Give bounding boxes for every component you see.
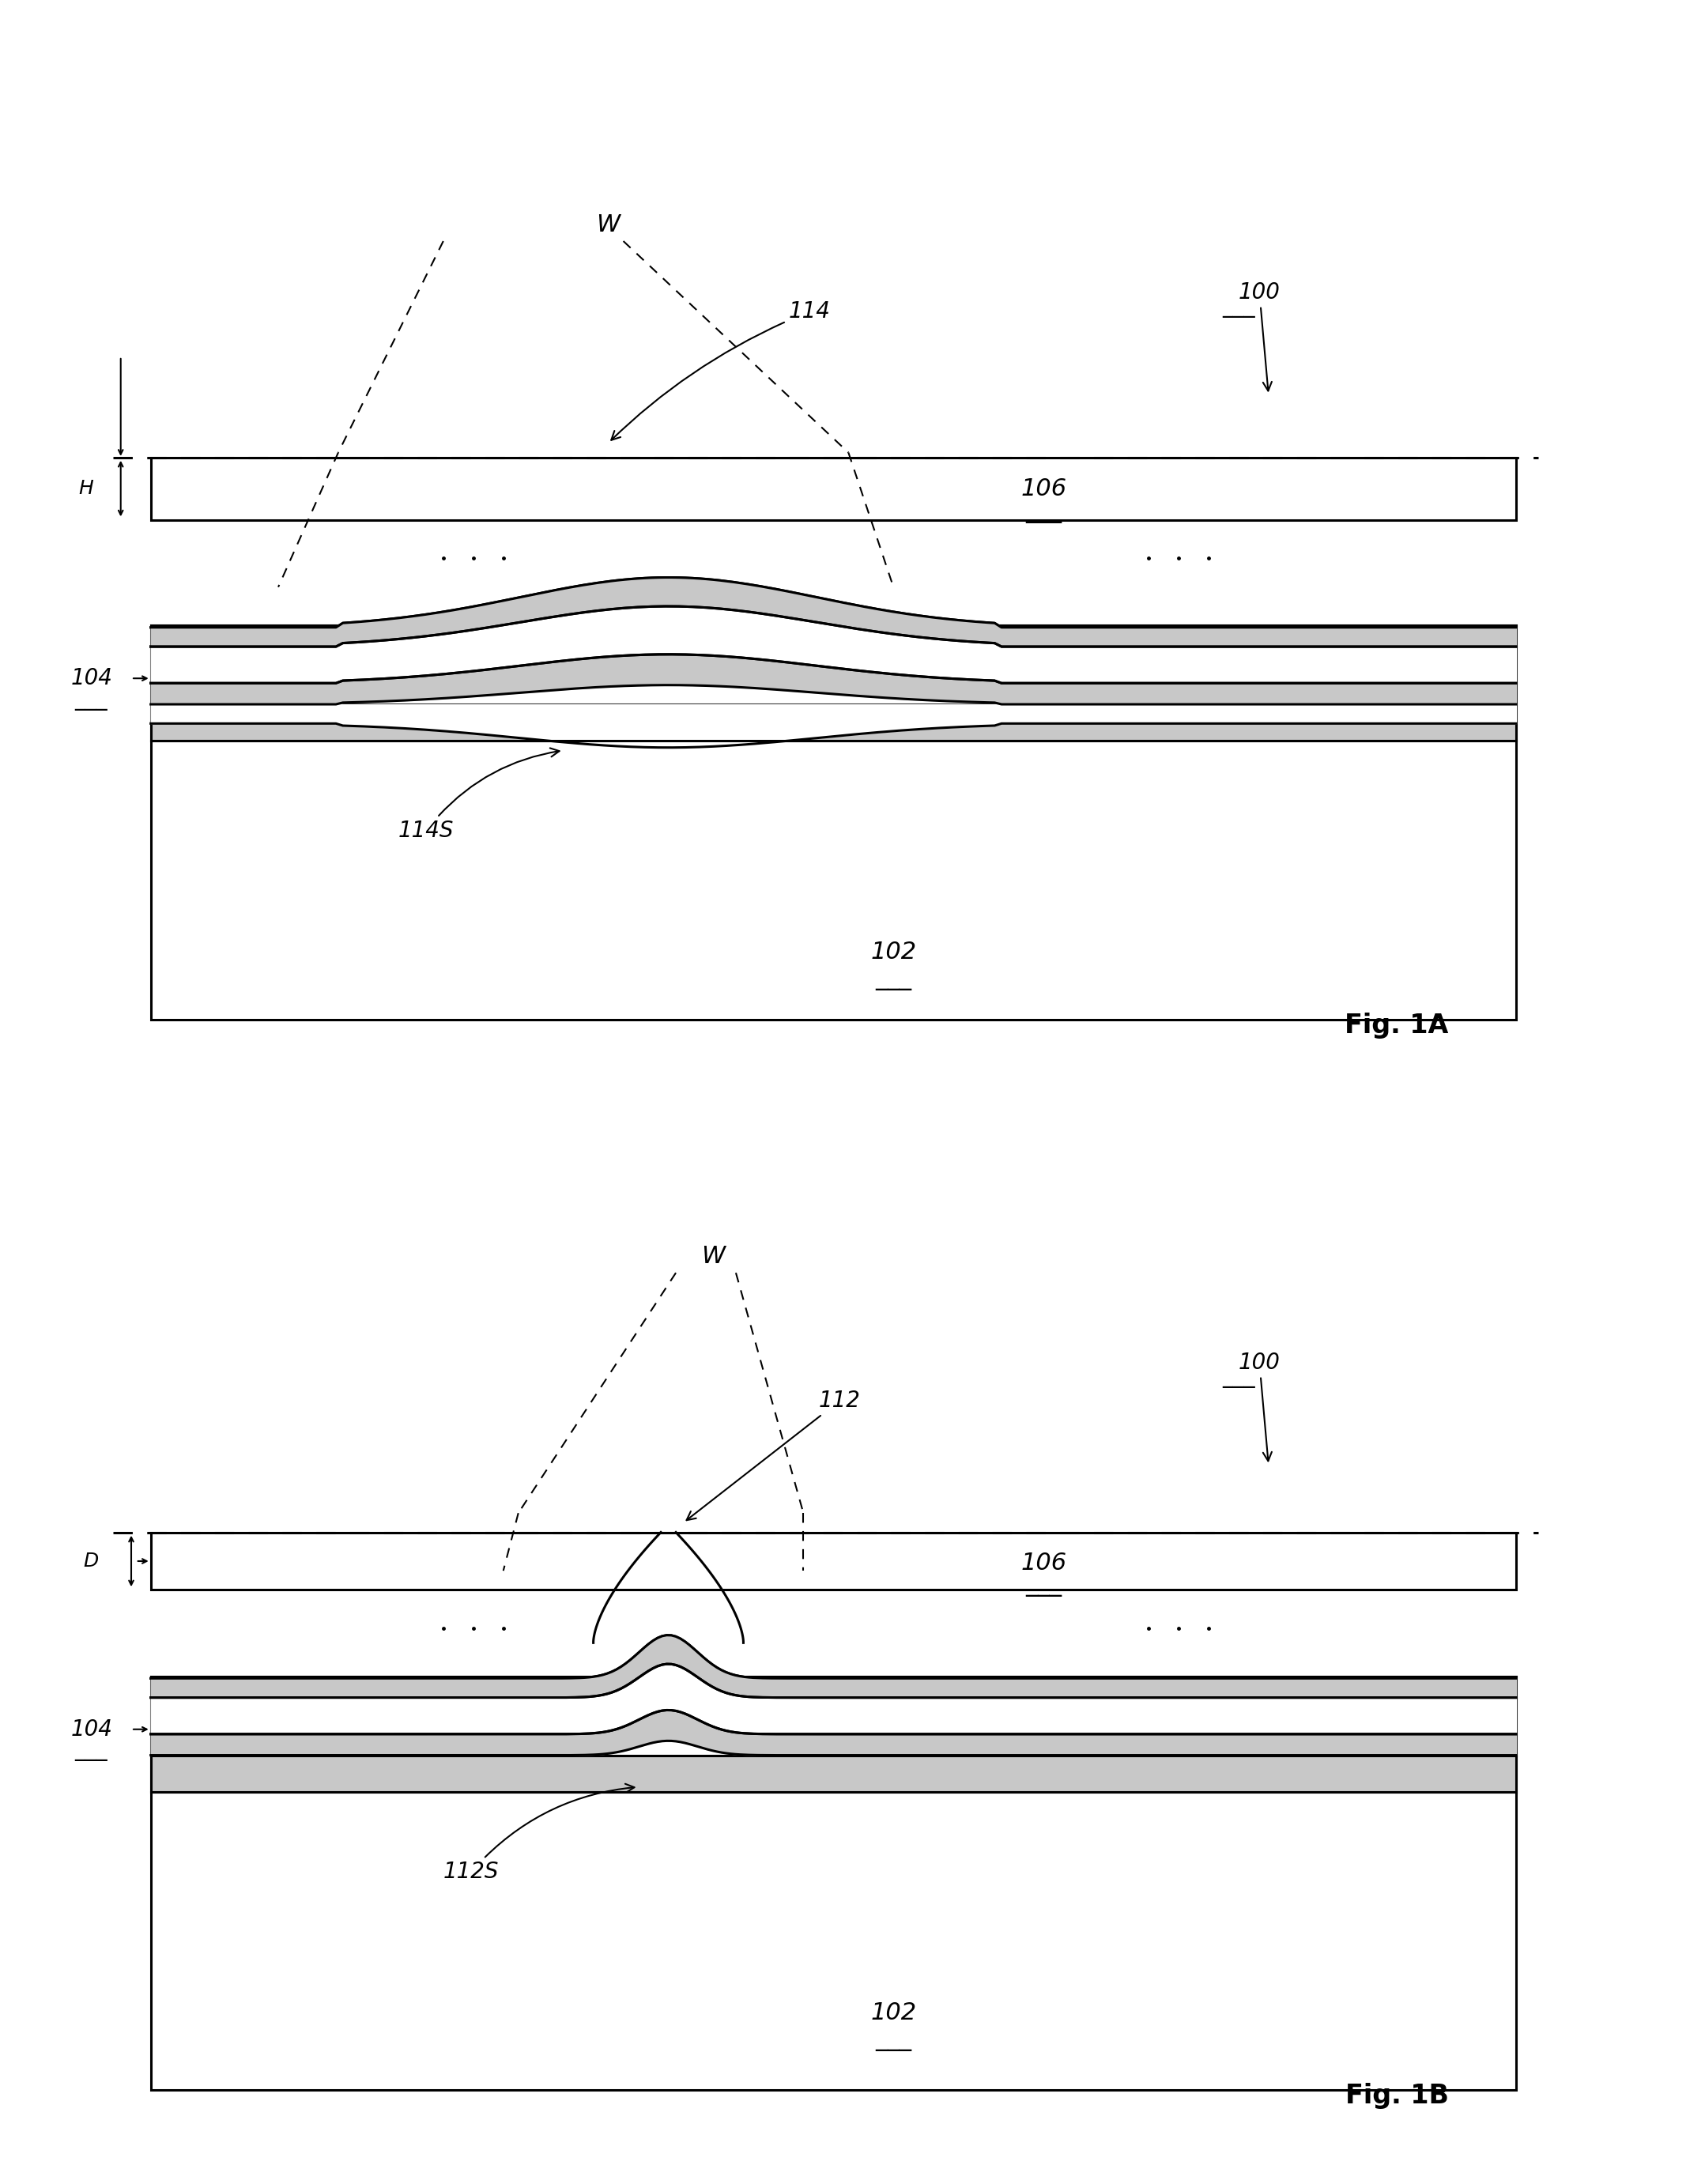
FancyBboxPatch shape [150, 1734, 1516, 1756]
FancyBboxPatch shape [150, 684, 1516, 703]
Text: W: W [701, 1245, 725, 1269]
Text: ___: ___ [1025, 500, 1062, 524]
FancyBboxPatch shape [150, 1533, 1516, 1590]
FancyBboxPatch shape [150, 1697, 1516, 1734]
Text: 104: 104 [72, 1719, 113, 1741]
FancyBboxPatch shape [150, 721, 1516, 1020]
Text: ___: ___ [1025, 1575, 1062, 1597]
FancyBboxPatch shape [150, 1756, 1516, 1791]
Text: ___: ___ [875, 2029, 912, 2051]
Text: 102: 102 [871, 2001, 916, 2025]
Text: 100: 100 [1238, 1352, 1280, 1461]
Text: ___: ___ [1222, 295, 1255, 317]
FancyBboxPatch shape [150, 1677, 1516, 1697]
Text: ___: ___ [75, 688, 107, 710]
Text: 106: 106 [1021, 1551, 1066, 1575]
FancyBboxPatch shape [150, 625, 1516, 646]
Text: 106: 106 [1021, 478, 1066, 500]
FancyBboxPatch shape [150, 646, 1516, 684]
Text: 102: 102 [871, 941, 916, 963]
Text: ___: ___ [875, 968, 912, 992]
Text: 104: 104 [72, 668, 113, 690]
FancyBboxPatch shape [150, 703, 1516, 740]
Text: 112S: 112S [443, 1784, 634, 1883]
FancyBboxPatch shape [150, 456, 1516, 520]
Text: ___: ___ [1222, 1365, 1255, 1387]
Text: W: W [597, 214, 621, 236]
Text: Fig. 1A: Fig. 1A [1345, 1013, 1449, 1040]
Text: 114: 114 [610, 301, 830, 441]
Text: 114S: 114S [399, 749, 559, 841]
FancyBboxPatch shape [150, 1754, 1516, 2090]
Text: 112: 112 [687, 1389, 861, 1520]
Text: H: H [78, 478, 94, 498]
Text: ___: ___ [75, 1738, 107, 1762]
Text: D: D [84, 1551, 99, 1570]
Text: Fig. 1B: Fig. 1B [1345, 2084, 1449, 2110]
Text: 100: 100 [1238, 282, 1280, 391]
